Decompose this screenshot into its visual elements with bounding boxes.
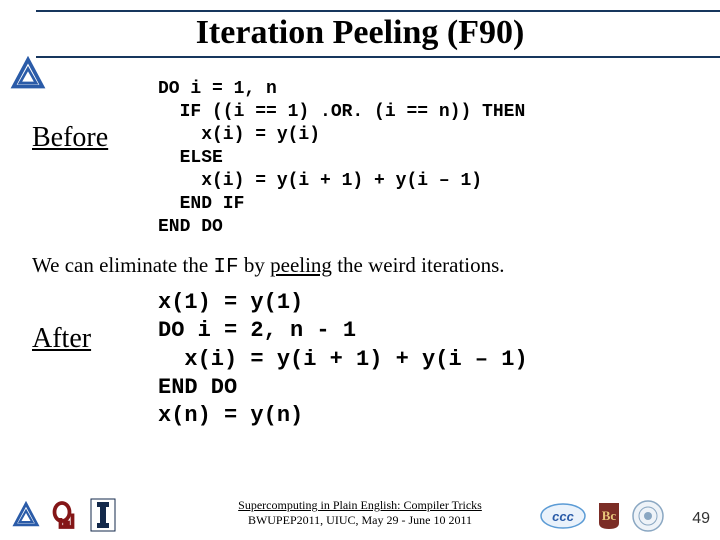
after-label: After	[32, 289, 132, 355]
mid-post1: by	[239, 253, 271, 277]
code-before: DO i = 1, n IF ((i == 1) .OR. (i == n)) …	[158, 78, 525, 239]
slide-number: 49	[692, 510, 710, 528]
svg-text:Bc: Bc	[602, 508, 617, 523]
seal-logo-icon	[632, 500, 664, 532]
footer-line1: Supercomputing in Plain English: Compile…	[238, 498, 482, 512]
footer-line2: BWUPEP2011, UIUC, May 29 - June 10 2011	[248, 513, 472, 527]
mid-code: IF	[213, 256, 238, 279]
before-label: Before	[32, 78, 132, 154]
slide-title: Iteration Peeling (F90)	[196, 14, 525, 51]
title-region: Iteration Peeling (F90)	[0, 0, 720, 60]
bc-logo-icon: Bc	[596, 501, 622, 531]
content-area: Before DO i = 1, n IF ((i == 1) .OR. (i …	[0, 60, 720, 430]
title-rule-top	[36, 10, 720, 12]
footer-logos-right: ccc Bc	[540, 500, 664, 532]
title-rule-bottom	[36, 56, 720, 58]
ccc-logo-icon: ccc	[540, 503, 586, 529]
mid-pre: We can eliminate the	[32, 253, 213, 277]
footer: Supercomputing in Plain English: Compile…	[0, 484, 720, 534]
mid-sentence: We can eliminate the IF by peeling the w…	[32, 253, 692, 279]
svg-text:ccc: ccc	[552, 509, 574, 524]
mid-emph: peeling	[270, 253, 332, 277]
logo-triangle-icon	[10, 56, 46, 92]
before-row: Before DO i = 1, n IF ((i == 1) .OR. (i …	[32, 78, 692, 239]
code-after: x(1) = y(1) DO i = 2, n - 1 x(i) = y(i +…	[158, 289, 528, 430]
mid-post2: the weird iterations.	[332, 253, 505, 277]
after-row: After x(1) = y(1) DO i = 2, n - 1 x(i) =…	[32, 289, 692, 430]
